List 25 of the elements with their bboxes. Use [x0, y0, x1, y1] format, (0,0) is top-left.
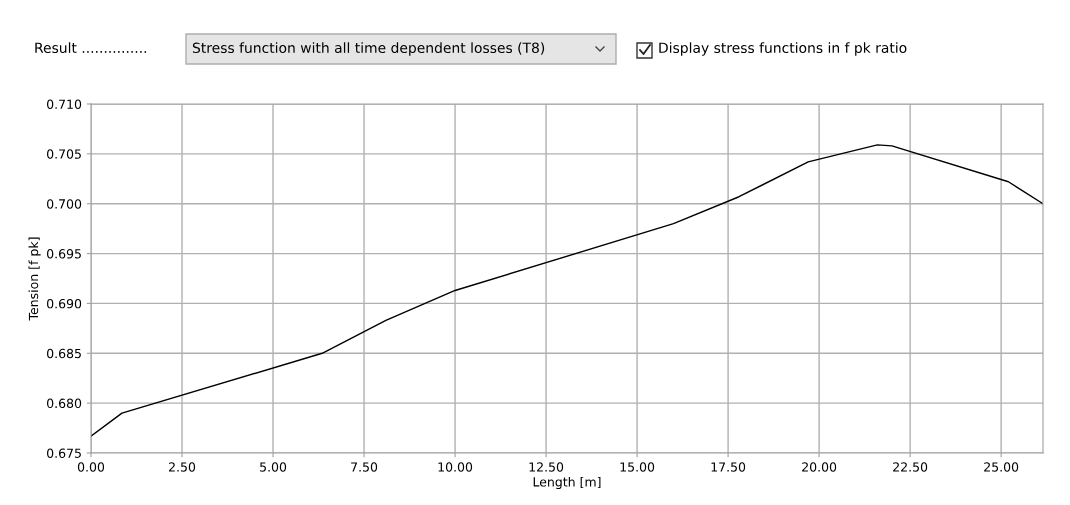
y-axis-title: Tension [f pk]: [28, 237, 41, 321]
y-tick-label: 0.675: [47, 448, 81, 458]
x-tick-label: 2.50: [169, 462, 196, 472]
y-tick-label: 0.705: [47, 149, 81, 159]
y-tick-label: 0.690: [47, 298, 82, 309]
y-tick-label: 0.695: [47, 249, 81, 259]
line-series: [91, 144, 1043, 437]
x-tick-label: 15.00: [620, 462, 655, 472]
y-tick-label: 0.685: [47, 348, 81, 359]
y-tick-label: 0.700: [47, 199, 82, 209]
x-tick-label: 12.50: [529, 462, 564, 472]
y-tick-label: 0.710: [47, 99, 82, 109]
x-tick-label: 25.00: [984, 462, 1019, 472]
text: Stress function with all time dependent losses (T8): [192, 42, 545, 56]
x-tick-label: 22.50: [893, 462, 928, 472]
y-tick-label: 0.680: [47, 398, 82, 409]
x-tick-label: 7.50: [351, 462, 378, 472]
x-tick-label: 17.50: [711, 462, 746, 472]
x-tick-label: 0.00: [77, 462, 105, 472]
x-axis-title: Length [m]: [533, 476, 601, 489]
text: Result ...............: [35, 42, 147, 54]
x-tick-label: 20.00: [802, 462, 837, 472]
text: Display stress functions in f pk ratio: [659, 42, 907, 56]
x-tick-label: 5.00: [260, 462, 287, 472]
x-tick-label: 10.00: [438, 462, 473, 472]
